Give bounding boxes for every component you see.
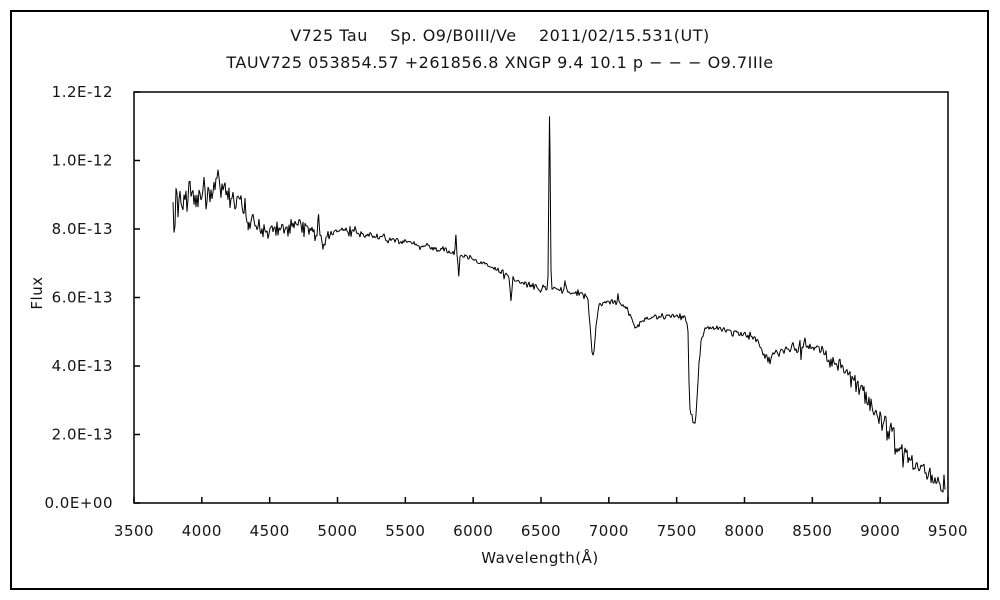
spectrum-line: [172, 116, 946, 493]
x-tick-label: 6000: [453, 522, 493, 540]
y-tick-label: 1.2E-12: [52, 83, 113, 101]
y-tick-label: 1.0E-12: [52, 152, 113, 170]
axis-ticks: [133, 91, 949, 504]
spectrum-trace: [172, 116, 946, 493]
chart-title: V725 Tau Sp. O9/B0III/Ve 2011/02/15.531(…: [290, 26, 710, 45]
y-tick-label: 6.0E-13: [52, 289, 113, 307]
x-tick-label: 9000: [860, 522, 900, 540]
chart-subtitle: TAUV725 053854.57 +261856.8 XNGP 9.4 10.…: [226, 53, 774, 72]
y-tick-label: 0.0E+00: [45, 494, 114, 512]
x-tick-label: 3500: [114, 522, 154, 540]
x-axis-title: Wavelength(Å): [481, 549, 599, 567]
x-tick-label: 8000: [724, 522, 764, 540]
x-tick-label: 9500: [928, 522, 968, 540]
x-tick-label: 4000: [182, 522, 222, 540]
y-tick-label: 8.0E-13: [52, 220, 113, 238]
axes-frame: [133, 91, 949, 504]
x-tick-label: 5000: [317, 522, 357, 540]
x-tick-label: 8500: [792, 522, 832, 540]
x-tick-label: 4500: [250, 522, 290, 540]
x-tick-label: 5500: [385, 522, 425, 540]
x-tick-label: 6500: [521, 522, 561, 540]
y-tick-label: 2.0E-13: [52, 426, 113, 444]
x-tick-label: 7000: [589, 522, 629, 540]
y-tick-label: 4.0E-13: [52, 357, 113, 375]
x-tick-label: 7500: [657, 522, 697, 540]
axis-tick-labels: 3500 4000 4500 5000 5500 6000 6500 7000 7500 8000…: [45, 83, 968, 540]
